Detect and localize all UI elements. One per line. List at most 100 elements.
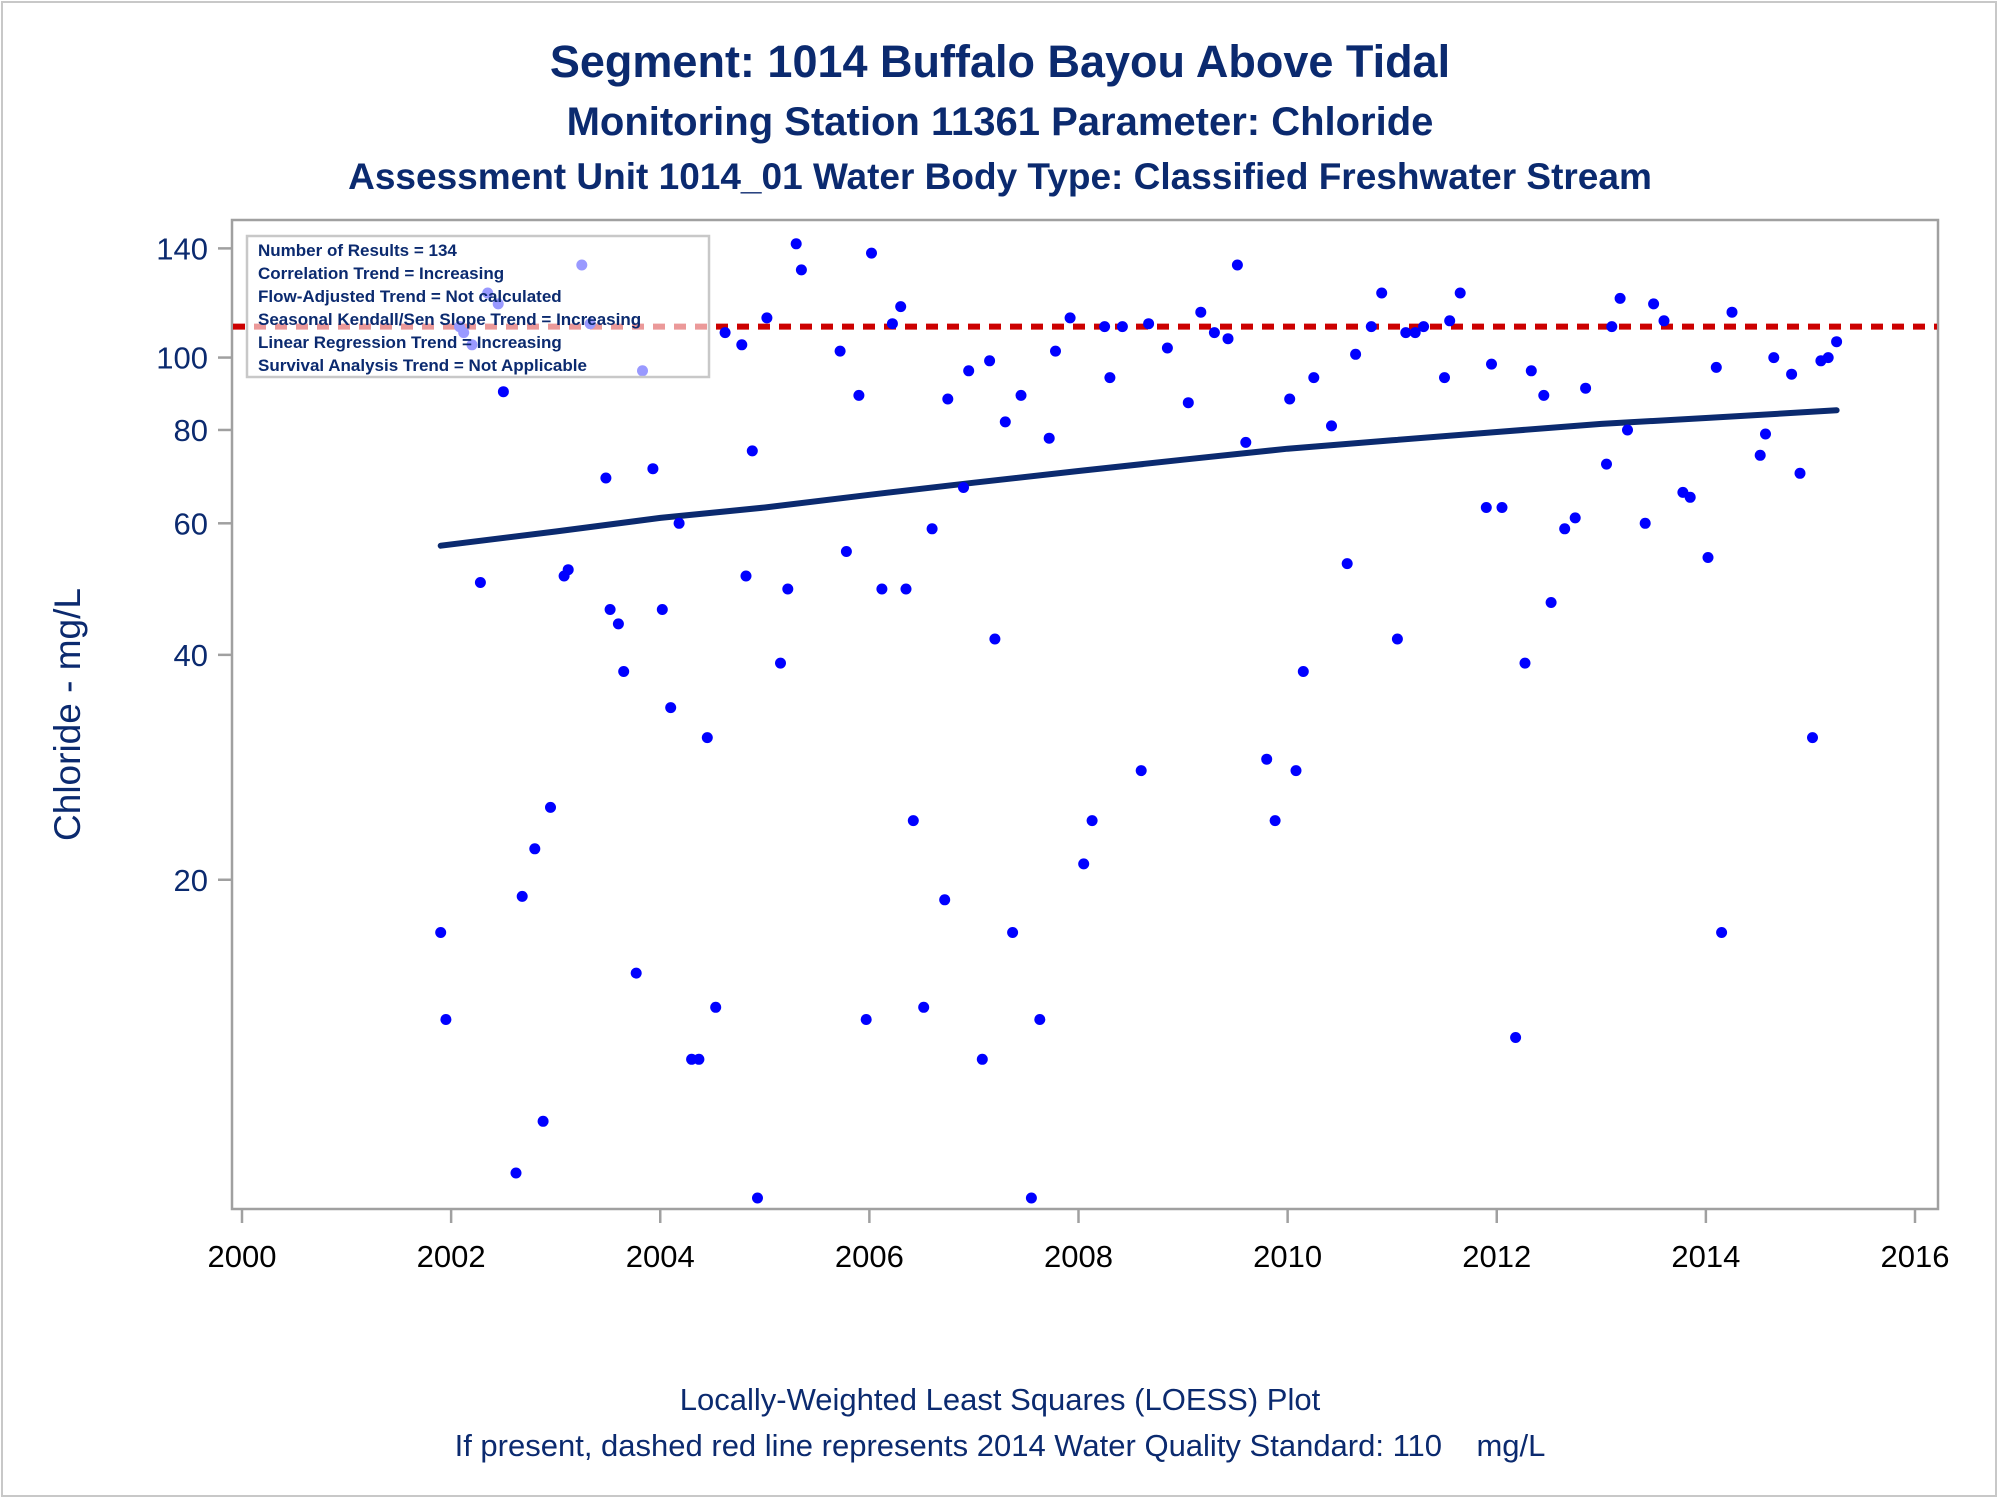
data-point xyxy=(1639,517,1651,529)
data-point xyxy=(1350,348,1362,360)
stats-line: Linear Regression Trend = Increasing xyxy=(258,333,562,352)
data-point xyxy=(1496,502,1508,513)
data-point xyxy=(895,301,907,313)
data-point xyxy=(1341,558,1353,570)
y-tick-label: 100 xyxy=(156,341,208,376)
data-point xyxy=(790,238,802,250)
footnote-method: Locally-Weighted Least Squares (LOESS) P… xyxy=(679,1382,1321,1417)
stats-box-border xyxy=(245,234,711,379)
data-point xyxy=(989,633,1001,645)
data-point xyxy=(1284,393,1296,405)
x-tick-label: 2006 xyxy=(835,1239,904,1274)
footnote-standard: If present, dashed red line represents 2… xyxy=(454,1428,1546,1463)
y-axis-label: Chloride - mg/L xyxy=(47,588,88,841)
data-point xyxy=(673,517,685,529)
data-point xyxy=(1104,372,1116,384)
stats-line: Number of Results = 134 xyxy=(258,241,457,260)
stats-legend-box: Number of Results = 134 Correlation Trend… xyxy=(245,234,711,379)
data-point xyxy=(1086,815,1098,827)
data-point xyxy=(1510,1032,1522,1043)
data-point xyxy=(1525,365,1537,377)
data-point xyxy=(1480,502,1492,513)
data-point xyxy=(876,583,888,595)
data-point xyxy=(860,1014,872,1025)
data-point xyxy=(537,1115,549,1127)
data-point xyxy=(939,894,951,906)
data-point xyxy=(1297,666,1309,677)
data-point xyxy=(1290,765,1302,777)
data-point xyxy=(1710,361,1722,373)
data-point xyxy=(1684,491,1696,503)
data-point xyxy=(719,327,731,339)
data-point xyxy=(1409,327,1421,339)
data-point xyxy=(761,312,773,324)
data-point xyxy=(1261,753,1273,765)
data-point xyxy=(1308,372,1320,384)
data-point xyxy=(907,815,919,827)
data-point xyxy=(752,1192,763,1204)
chart-title: Segment: 1014 Buffalo Bayou Above Tidal xyxy=(549,36,1451,87)
data-point xyxy=(1135,765,1147,777)
data-point xyxy=(604,604,616,615)
x-tick-label: 2016 xyxy=(1881,1239,1950,1274)
data-point xyxy=(976,1053,988,1065)
data-point xyxy=(1418,321,1430,333)
data-point xyxy=(1754,449,1766,461)
data-point xyxy=(1143,318,1155,330)
x-tick-label: 2002 xyxy=(417,1239,486,1274)
data-point xyxy=(656,604,668,615)
data-point xyxy=(1078,858,1090,870)
data-point xyxy=(942,393,954,405)
data-point xyxy=(1519,657,1531,669)
data-point xyxy=(1822,352,1834,364)
data-point xyxy=(612,618,624,630)
data-point xyxy=(740,570,752,582)
data-point xyxy=(647,463,659,475)
data-point xyxy=(1050,345,1061,357)
data-point xyxy=(693,1053,705,1065)
data-point xyxy=(1768,352,1780,364)
x-tick-label: 2014 xyxy=(1671,1239,1740,1274)
data-point xyxy=(999,416,1011,428)
data-point xyxy=(1807,732,1818,744)
data-point xyxy=(545,801,556,813)
data-point xyxy=(1569,512,1581,524)
data-point xyxy=(984,355,996,367)
data-point xyxy=(1831,336,1843,348)
data-point xyxy=(1034,1014,1046,1025)
data-point xyxy=(926,523,938,535)
data-point xyxy=(1365,321,1377,333)
x-axis: 2000 2002 2004 2006 2008 2010 2012 2014 2016 xyxy=(208,1209,1950,1274)
data-point xyxy=(1182,397,1194,409)
data-point xyxy=(1269,815,1281,827)
data-point xyxy=(701,732,713,744)
data-point xyxy=(440,1014,452,1025)
data-point xyxy=(618,666,630,677)
data-point xyxy=(840,546,852,557)
data-point xyxy=(918,1001,930,1013)
data-point xyxy=(1116,321,1128,333)
x-tick-label: 2000 xyxy=(208,1239,277,1274)
chart-subtitle-station: Monitoring Station 11361 Parameter: Chlo… xyxy=(566,100,1434,144)
data-point xyxy=(1486,358,1497,370)
data-point xyxy=(1444,315,1456,327)
data-point xyxy=(1614,292,1626,304)
data-point xyxy=(1454,287,1466,299)
data-point xyxy=(1240,436,1252,448)
data-point xyxy=(1716,927,1728,938)
data-point xyxy=(562,564,574,576)
data-point xyxy=(1400,327,1412,339)
plot-frame xyxy=(230,218,1940,1211)
data-point xyxy=(1064,312,1076,324)
data-point xyxy=(1099,321,1111,333)
data-point xyxy=(1648,298,1660,310)
data-point xyxy=(1208,327,1220,339)
x-tick-label: 2004 xyxy=(626,1239,695,1274)
data-point xyxy=(630,967,642,979)
data-point xyxy=(1794,467,1806,479)
chart-subtitle-assessment: Assessment Unit 1014_01 Water Body Type:… xyxy=(348,156,1652,197)
data-point xyxy=(775,657,786,669)
data-point xyxy=(516,890,528,902)
x-tick-label: 2012 xyxy=(1462,1239,1531,1274)
